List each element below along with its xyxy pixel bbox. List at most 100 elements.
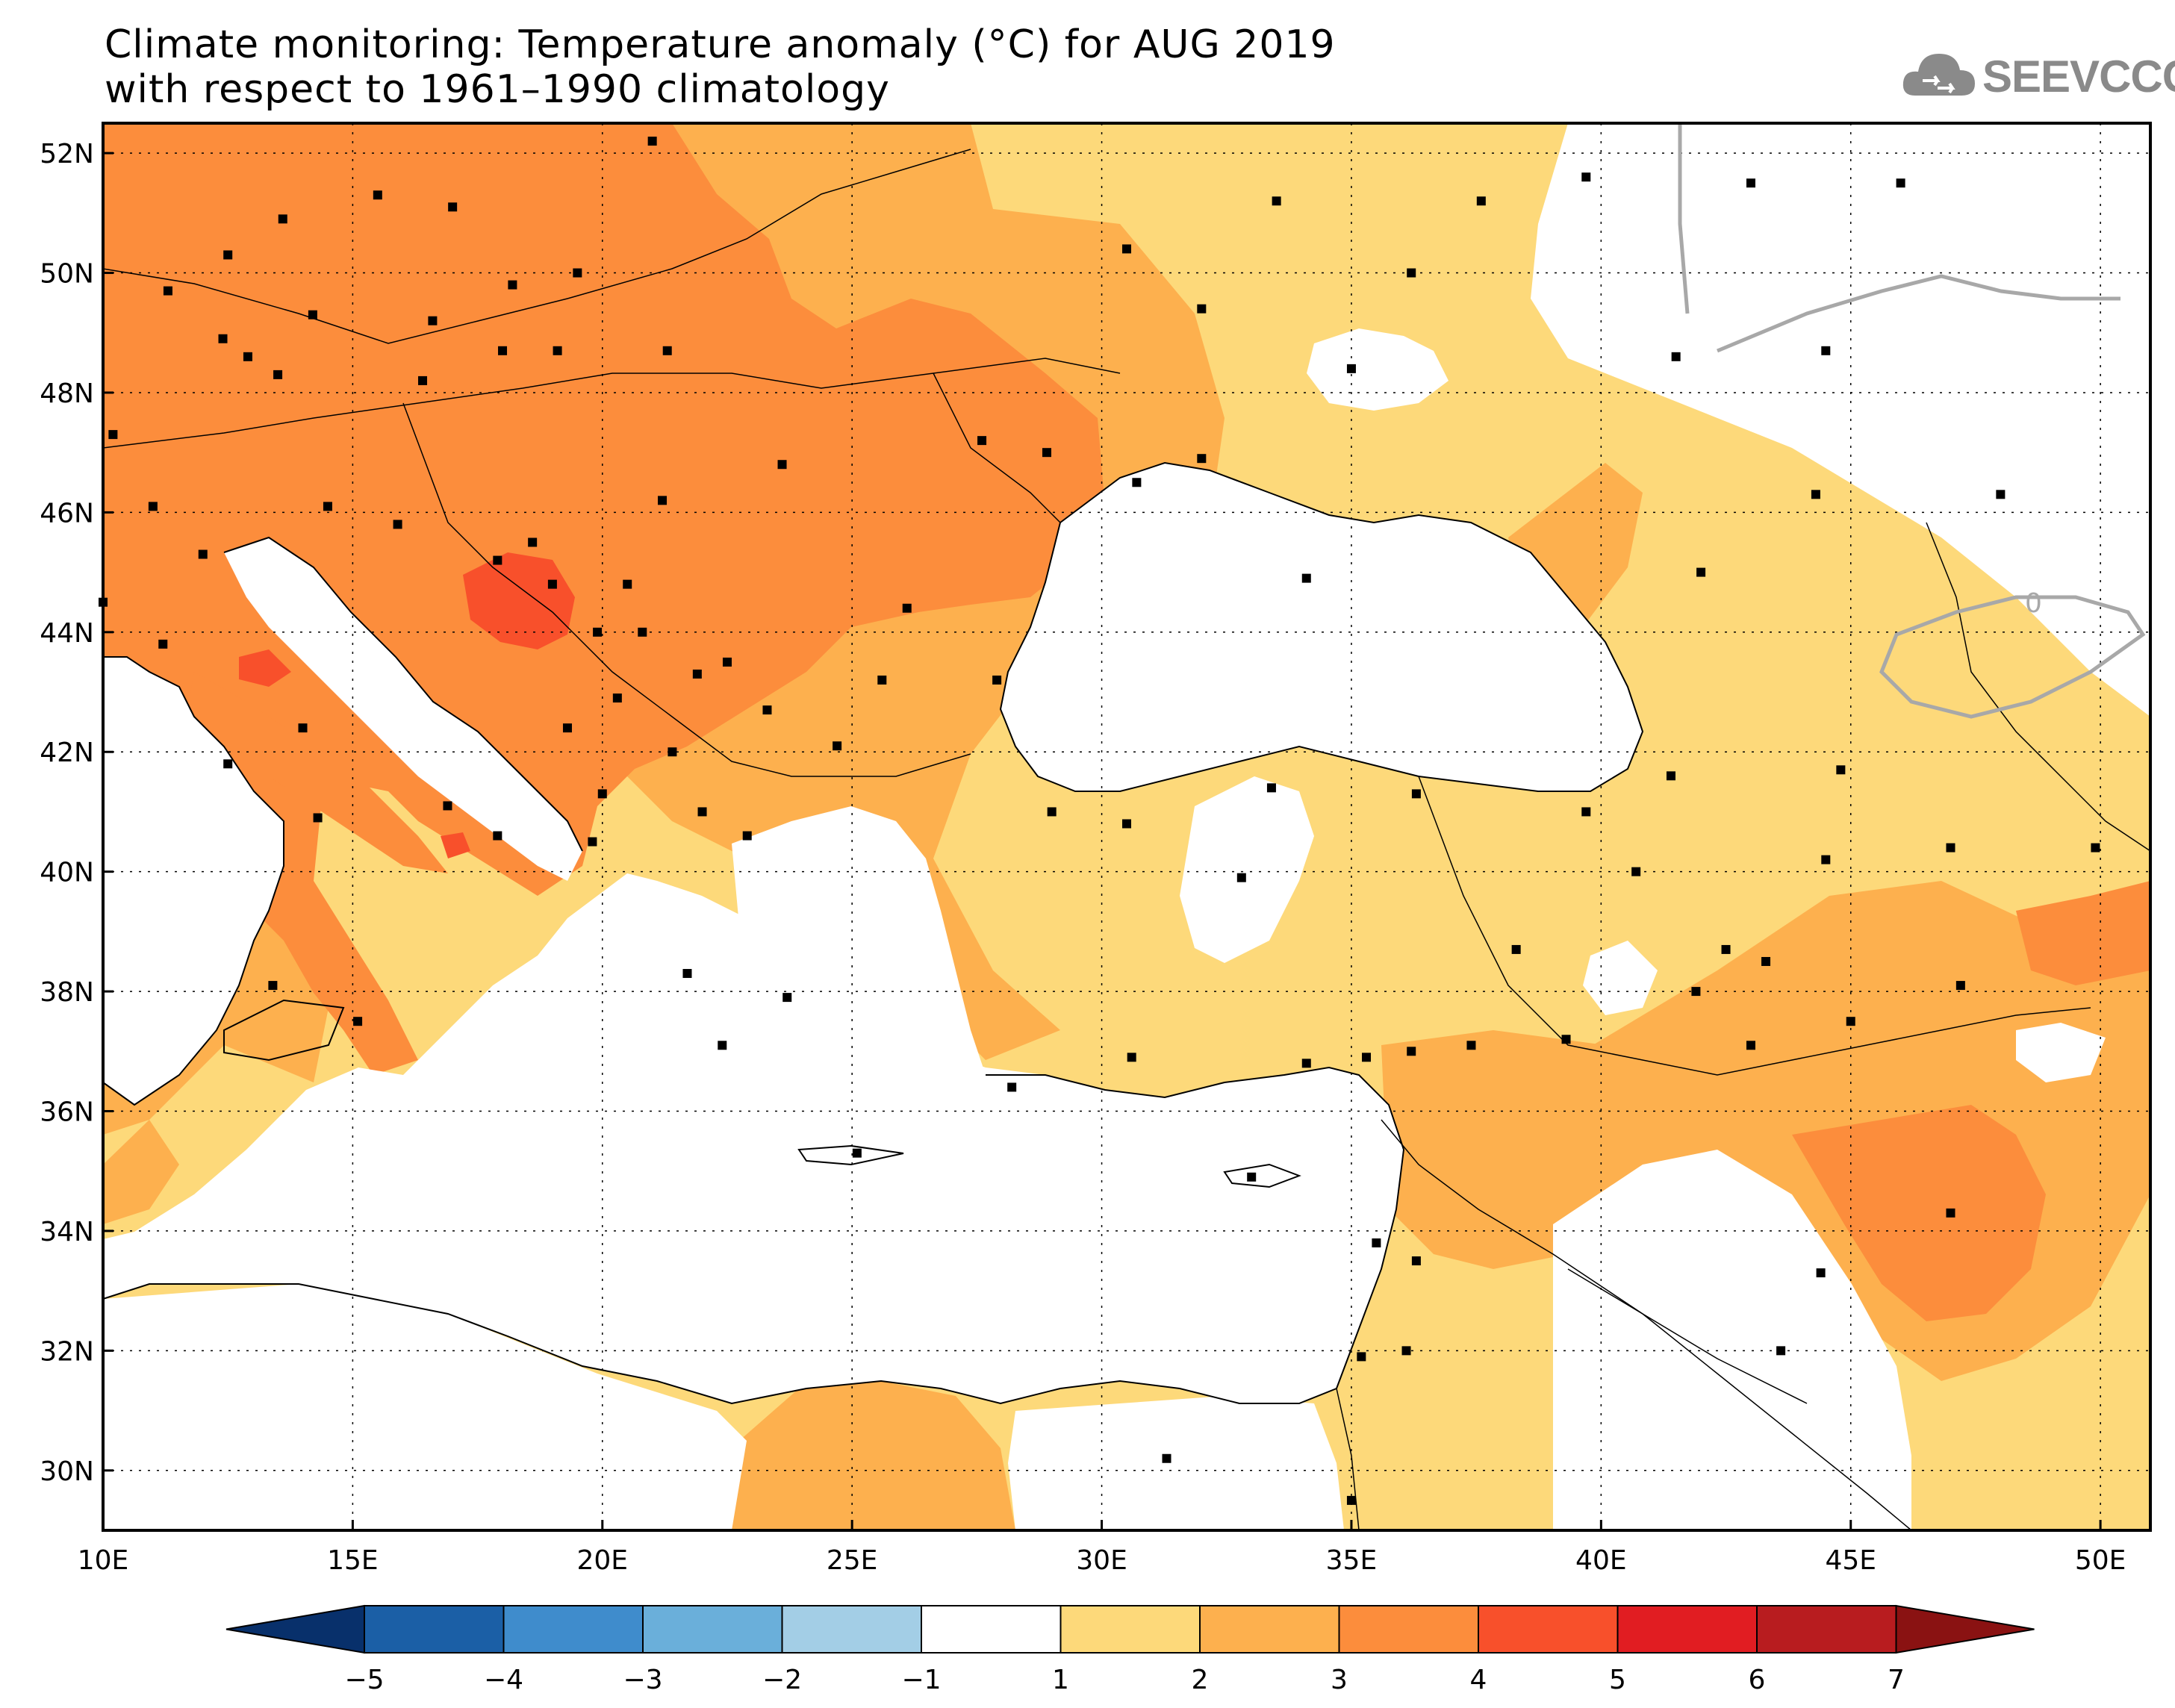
lat-tick-label: 50N [40, 259, 94, 290]
station-marker [1266, 783, 1276, 793]
station-marker [593, 627, 603, 637]
station-marker [1821, 855, 1831, 864]
lat-tick-label: 46N [40, 498, 94, 529]
station-marker [1247, 1172, 1257, 1182]
station-marker [1666, 771, 1675, 781]
station-marker [1411, 1256, 1421, 1266]
station-marker [1401, 1346, 1411, 1356]
station-marker [428, 316, 438, 325]
station-marker [588, 837, 597, 847]
station-marker [1816, 1268, 1826, 1278]
station-marker [1411, 789, 1421, 799]
station-marker [158, 639, 168, 649]
station-marker [163, 286, 172, 296]
lon-tick-label: 45E [1825, 1545, 1876, 1576]
station-marker [718, 1041, 727, 1050]
station-marker [1581, 807, 1591, 817]
station-marker [1346, 364, 1356, 373]
below-1-ukraine [1307, 328, 1449, 411]
station-marker [647, 137, 657, 146]
station-marker [1996, 490, 2006, 499]
colorbar-segment [502, 1605, 644, 1654]
station-marker [1946, 843, 1955, 853]
colorbar-segment [364, 1605, 505, 1654]
station-marker [1127, 1053, 1136, 1062]
station-marker [1696, 567, 1706, 577]
station-marker [1746, 178, 1755, 188]
anomaly-band-3-4 [103, 123, 1105, 1075]
station-marker [782, 993, 792, 1003]
colorbar-labels: −5 −4 −3 −2 −1 1 2 3 4 5 6 7 [344, 1665, 1904, 1695]
station-marker [722, 657, 732, 667]
colorbar-segment [1617, 1605, 1758, 1654]
borders [102, 149, 2151, 1531]
colorbar-label: 1 [1052, 1665, 1069, 1695]
station-marker [992, 675, 1002, 685]
station-marker [1671, 352, 1681, 361]
station-marker [1466, 1041, 1476, 1050]
station-marker [1776, 1346, 1786, 1356]
station-marker [1047, 807, 1057, 817]
colorbar-segment [1478, 1605, 1619, 1654]
anomaly-band-4-5-apulia [441, 832, 470, 858]
station-marker [493, 831, 502, 841]
station-marker [273, 370, 283, 379]
station-marker [742, 831, 752, 841]
station-marker [278, 214, 287, 224]
station-marker [498, 346, 508, 355]
station-marker [638, 627, 647, 637]
coastlines [102, 461, 1644, 1405]
lon-tick-label: 50E [2075, 1545, 2126, 1576]
station-marker [218, 334, 228, 343]
lat-tick-label: 36N [40, 1097, 94, 1128]
lon-tick-label: 15E [327, 1545, 379, 1576]
colorbar-label: 5 [1609, 1665, 1626, 1695]
colorbar-label: 7 [1888, 1665, 1905, 1695]
station-marker [1122, 244, 1131, 254]
station-marker [668, 747, 677, 757]
anomaly-band-3-4-iran [1792, 1105, 2046, 1321]
station-marker [658, 496, 668, 505]
station-marker [418, 375, 428, 385]
station-marker [662, 346, 672, 355]
no-data-south-east [1553, 1150, 1911, 1530]
lon-tick-label: 35E [1326, 1545, 1378, 1576]
station-marker [1132, 478, 1142, 487]
station-marker [1761, 956, 1771, 966]
station-marker [597, 789, 607, 799]
colorbar-label: −2 [762, 1665, 802, 1695]
station-marker [323, 502, 332, 511]
station-marker [623, 579, 632, 589]
lon-tick-label: 30E [1076, 1545, 1127, 1576]
station-marker [1407, 268, 1416, 278]
station-marker [877, 675, 887, 685]
station-marker [547, 579, 557, 589]
station-marker [1357, 1352, 1366, 1362]
station-marker [573, 268, 582, 278]
colorbar [225, 1604, 2035, 1654]
colorbar-segment [1338, 1605, 1479, 1654]
station-marker [682, 969, 692, 979]
colorbar-label: 4 [1470, 1665, 1487, 1695]
anomaly-band-4-5-italy [239, 649, 291, 687]
station-marker [148, 502, 158, 511]
title-line-1: Climate monitoring: Temperature anomaly … [105, 22, 1336, 67]
colorbar-segment [921, 1605, 1062, 1654]
colorbar-low-end [225, 1604, 365, 1654]
anomaly-band-2-3-egypt [717, 1381, 1015, 1530]
colorbar-label: 3 [1331, 1665, 1348, 1695]
anomaly-band-3-4-caspian [2016, 881, 2150, 985]
station-marker [1407, 1047, 1416, 1056]
station-marker [1372, 1238, 1381, 1247]
colorbar-segment [1060, 1605, 1201, 1654]
station-marker [443, 801, 452, 811]
lat-tick-label: 42N [40, 738, 94, 768]
station-marker [1955, 981, 1965, 991]
stations [99, 137, 2100, 1505]
sea-aegean [732, 806, 986, 1097]
cloud-icon [1902, 54, 1975, 96]
colorbar-segment [1199, 1605, 1340, 1654]
station-marker [852, 1148, 862, 1158]
station-marker [108, 430, 118, 440]
station-marker [562, 723, 572, 733]
